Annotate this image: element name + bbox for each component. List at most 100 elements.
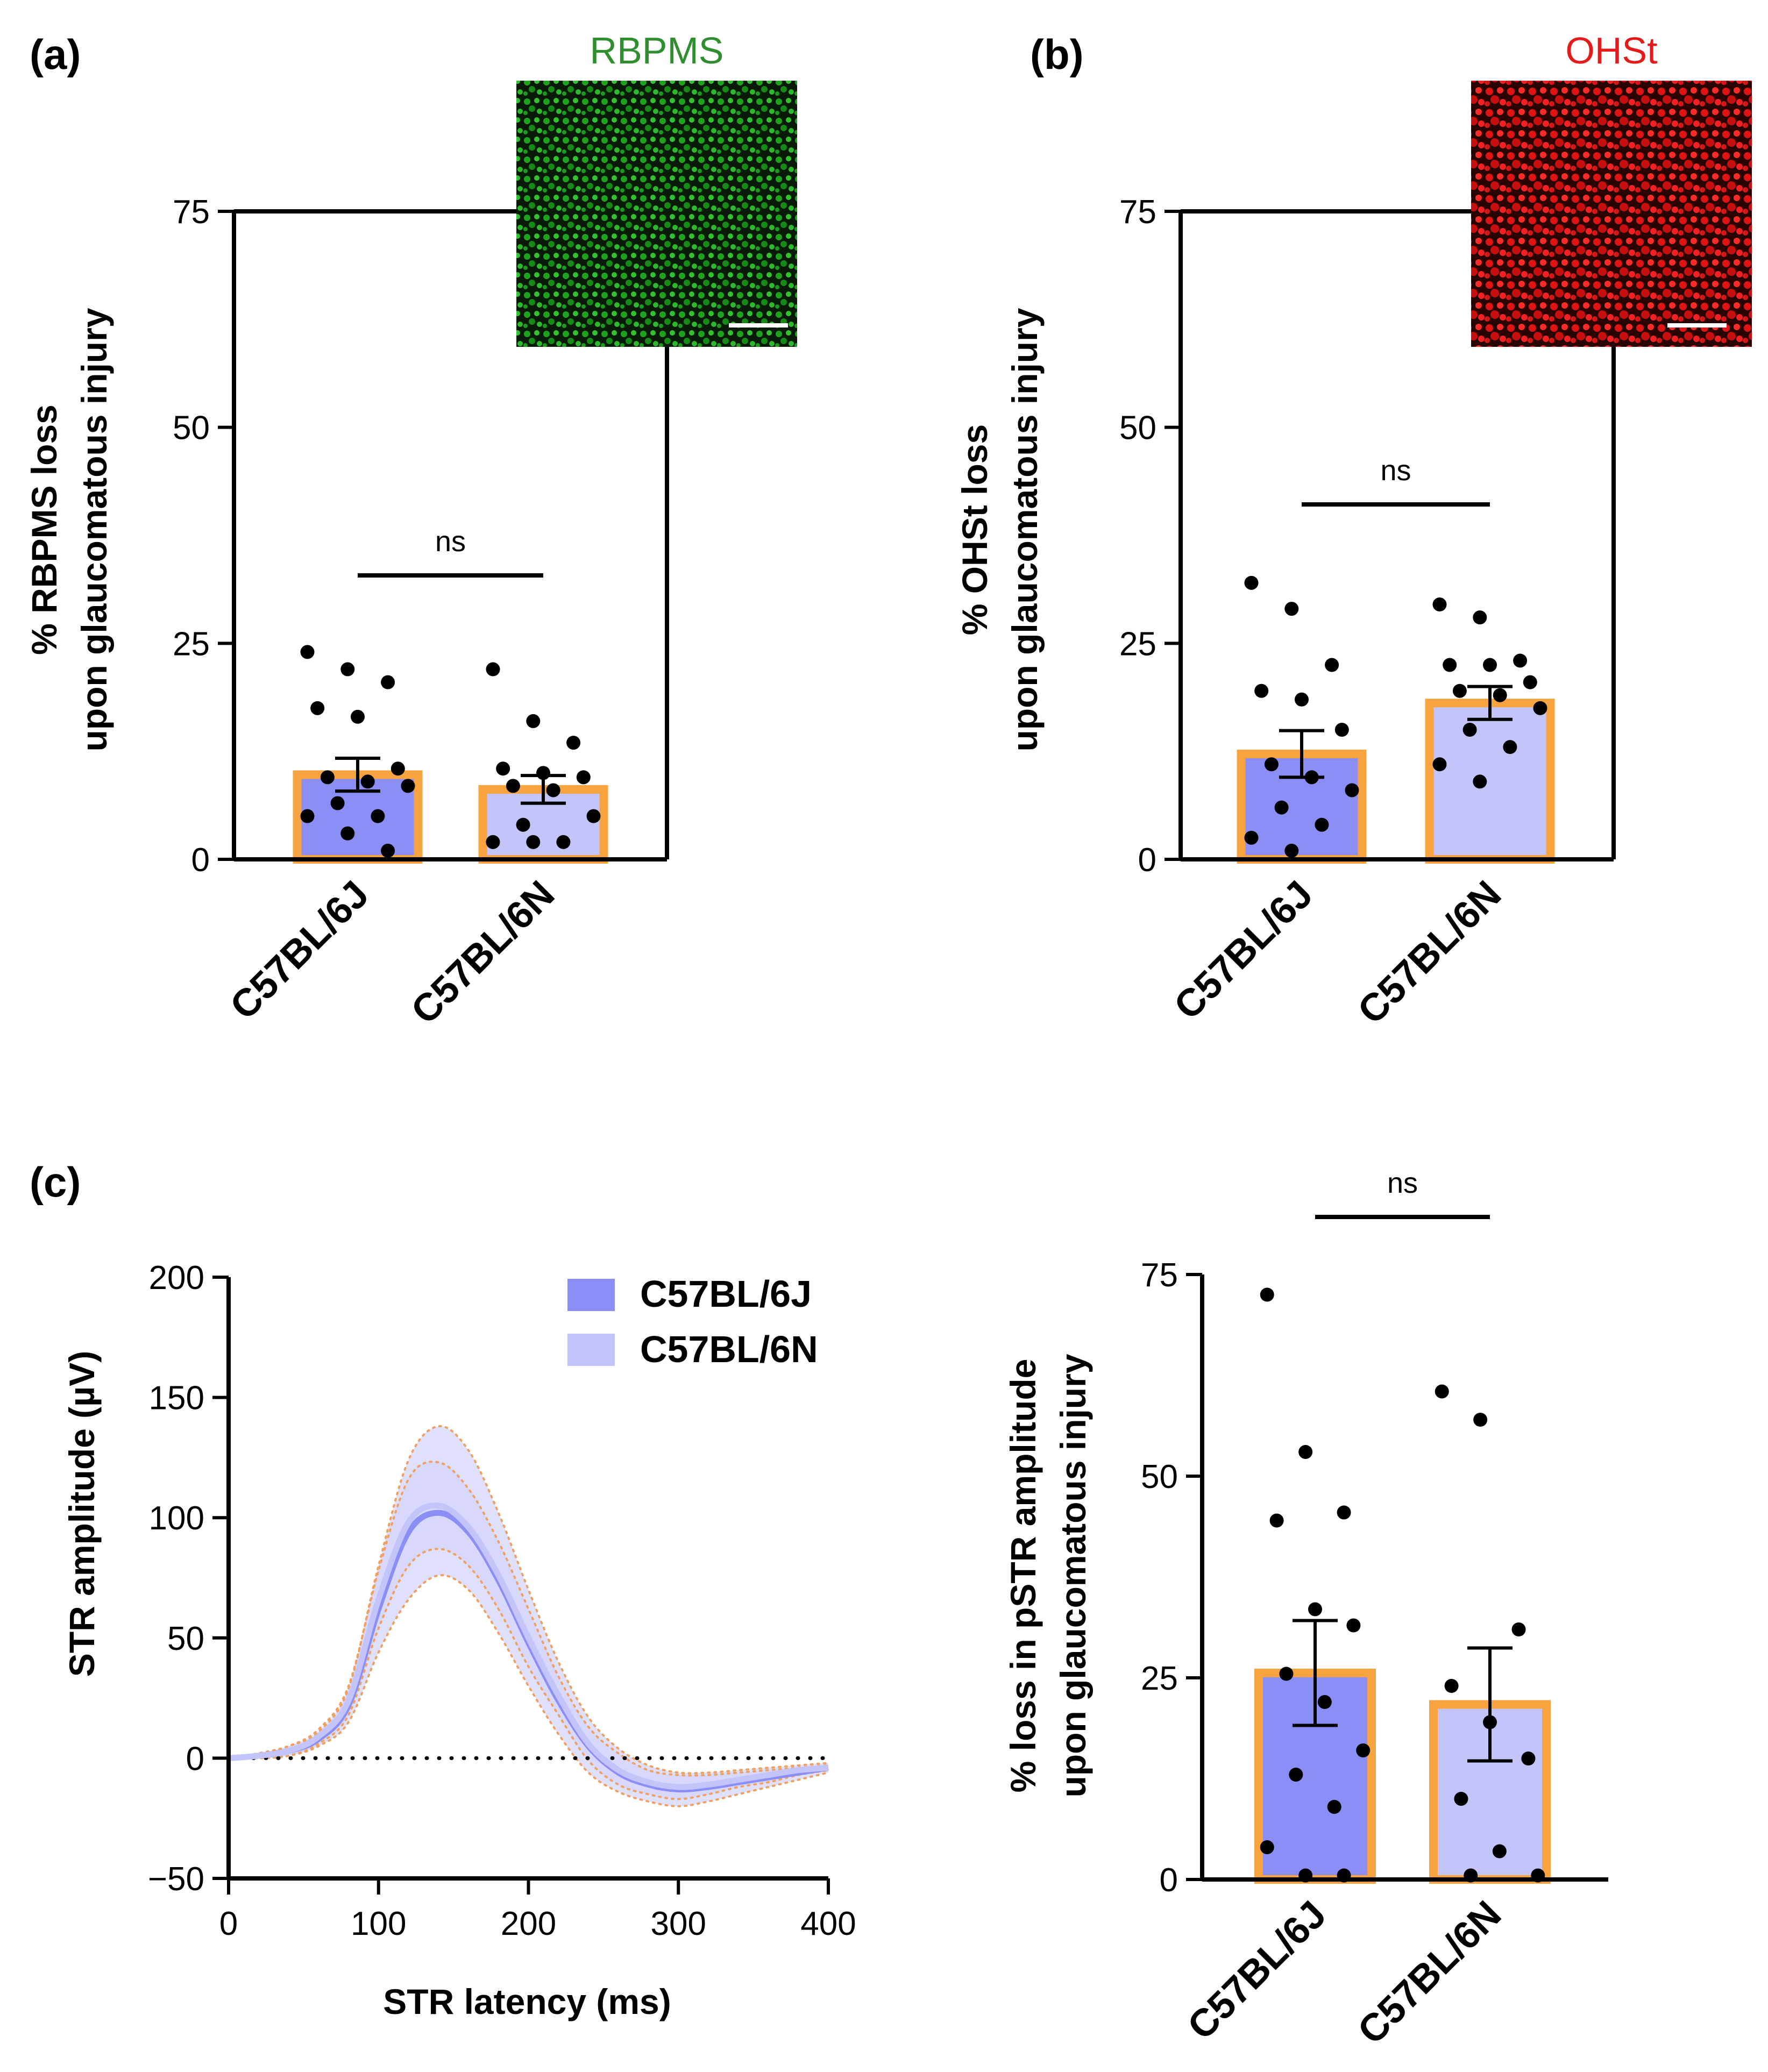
- panel-a-point-c57bl6n: [506, 779, 520, 793]
- panel-a-point-c57bl6j: [351, 709, 365, 724]
- panel-c-line-ytick-label: 50: [167, 1620, 204, 1657]
- panel-a-inset-label: RBPMS: [590, 30, 724, 72]
- panel-a-point-c57bl6n: [546, 783, 560, 798]
- panel-c-bar-point-c57bl6n: [1454, 1792, 1468, 1806]
- panel-b-bar-chart: % OHSt loss upon glaucomatous injury 0 25…: [955, 30, 1752, 1033]
- panel-b-point-c57bl6n: [1533, 701, 1547, 715]
- ci-band-c57bl6j: [229, 1426, 828, 1806]
- panel-c-line-xlabel: STR latency (ms): [383, 1982, 671, 2021]
- panel-c-bar-point-c57bl6j: [1346, 1618, 1361, 1633]
- panel-b-point-c57bl6j: [1264, 757, 1279, 772]
- panel-a-ylabel-line2: upon glaucomatous injury: [74, 308, 114, 751]
- panel-b-point-c57bl6n: [1473, 610, 1487, 625]
- panel-a-significance-label: ns: [435, 525, 466, 558]
- panel-b-ytick-label: 25: [1119, 625, 1156, 663]
- panel-a-point-c57bl6j: [360, 774, 375, 789]
- panel-a-point-c57bl6j: [300, 645, 315, 659]
- panel-c-line-xtick-label: 0: [219, 1905, 238, 1942]
- panel-c-bar-point-c57bl6j: [1260, 1840, 1274, 1854]
- panel-a-ytick-label: 75: [173, 194, 210, 231]
- panel-b-significance-label: ns: [1380, 454, 1411, 487]
- panel-c-bar-point-c57bl6j: [1269, 1513, 1284, 1528]
- legend-label-c57bl6n: C57BL/6N: [640, 1328, 818, 1370]
- panel-a-point-c57bl6n: [496, 761, 510, 776]
- panel-b-bar-c57bl6n: [1425, 699, 1555, 864]
- panel-b-point-c57bl6n: [1483, 658, 1497, 672]
- legend-label-c57bl6j: C57BL/6J: [640, 1273, 812, 1315]
- panel-b-point-c57bl6n: [1503, 740, 1517, 754]
- panel-c-bar-point-c57bl6j: [1289, 1768, 1303, 1782]
- panel-b-point-c57bl6j: [1274, 800, 1289, 815]
- panel-b-ylabel-line1: % OHSt loss: [955, 424, 995, 635]
- panel-label-b: (b): [1030, 31, 1084, 78]
- panel-b-point-c57bl6n: [1473, 774, 1487, 789]
- panel-c-line-ytick-label: 100: [149, 1500, 204, 1537]
- panel-b-point-c57bl6j: [1244, 830, 1259, 845]
- panel-b-point-c57bl6n: [1513, 653, 1528, 668]
- panel-a-errorbar-c57bl6n: [521, 774, 566, 805]
- panel-a-point-c57bl6j: [390, 761, 405, 776]
- panel-a-point-c57bl6n: [556, 835, 571, 849]
- panel-a-point-c57bl6j: [300, 809, 315, 823]
- panel-b-point-c57bl6j: [1244, 575, 1259, 590]
- panel-c-bar-ytick-label: 0: [1160, 1862, 1178, 1899]
- panel-b-errorbar-c57bl6j: [1279, 729, 1324, 779]
- panel-a-inset-image: [516, 81, 797, 347]
- panel-a-point-c57bl6n: [486, 835, 500, 849]
- panel-c-bar-ytick-label: 25: [1141, 1660, 1178, 1697]
- panel-c-bar-point-c57bl6j: [1279, 1667, 1294, 1681]
- panel-c-bar-errorbar-c57bl6j: [1293, 1619, 1338, 1727]
- legend-swatch-c57bl6n: [567, 1334, 615, 1366]
- panel-label-a: (a): [30, 31, 81, 78]
- panel-a-point-c57bl6j: [330, 796, 345, 810]
- panel-b-point-c57bl6n: [1462, 723, 1477, 737]
- panel-a-point-c57bl6j: [401, 779, 415, 793]
- ci-lower-c57bl6n: [228, 1548, 829, 1800]
- ci-upper-c57bl6j: [228, 1425, 829, 1775]
- panel-b-point-c57bl6j: [1295, 692, 1309, 707]
- panel-a-point-c57bl6j: [381, 843, 395, 858]
- panel-c-bar-xtick-label-c57bl6n: C57BL/6N: [1350, 1893, 1509, 2053]
- panel-a-point-c57bl6j: [320, 770, 335, 785]
- panel-a-point-c57bl6n: [526, 835, 541, 849]
- panel-b-point-c57bl6n: [1493, 688, 1507, 702]
- panel-c-bar-point-c57bl6n: [1473, 1413, 1488, 1427]
- panel-b-ytick-label: 75: [1119, 194, 1156, 231]
- panel-c-bar-chart: % loss in pSTR amplitude upon glaucomato…: [1003, 1167, 1608, 2053]
- legend: C57BL/6J C57BL/6N: [567, 1273, 818, 1370]
- panel-c-line-ytick-label: 0: [186, 1740, 204, 1777]
- panel-c-bar-ytick-label: 50: [1141, 1458, 1178, 1496]
- ci-lower-c57bl6j: [228, 1574, 829, 1807]
- panel-c-bar-point-c57bl6n: [1521, 1751, 1536, 1765]
- panel-a-point-c57bl6n: [586, 809, 601, 823]
- panel-a-point-c57bl6n: [486, 662, 500, 677]
- panel-c-line-ytick-label: −50: [148, 1861, 204, 1898]
- panel-b-ytick-label: 0: [1138, 842, 1156, 879]
- panel-a-ylabel-line1: % RBPMS loss: [24, 404, 64, 655]
- ci-band-c57bl6n: [229, 1462, 828, 1799]
- panel-a-point-c57bl6n: [566, 736, 581, 750]
- panel-a-point-c57bl6j: [310, 701, 325, 715]
- series-line-c57bl6n: [228, 1503, 829, 1790]
- panel-c-bar-point-c57bl6j: [1298, 1445, 1313, 1459]
- panel-a-xtick-label-c57bl6n: C57BL/6N: [403, 873, 563, 1033]
- panel-c-bar-point-c57bl6j: [1308, 1602, 1322, 1617]
- panel-c-line-ytick-label: 150: [149, 1380, 204, 1417]
- panel-b-point-c57bl6j: [1284, 843, 1299, 858]
- panel-b-point-c57bl6n: [1443, 658, 1457, 672]
- panel-c-line-xtick-label: 100: [351, 1905, 406, 1942]
- panel-c-bar-point-c57bl6j: [1356, 1743, 1371, 1757]
- panel-c-bar-point-c57bl6j: [1327, 1800, 1341, 1814]
- panel-c-line-xtick-label: 300: [651, 1905, 706, 1942]
- panel-c-bar-point-c57bl6n: [1511, 1622, 1526, 1636]
- panel-a-ytick-label: 25: [173, 625, 210, 663]
- panel-c-line-xtick-label: 200: [501, 1905, 556, 1942]
- panel-a-xtick-label-c57bl6j: C57BL/6J: [222, 873, 378, 1028]
- panel-c-bar-point-c57bl6j: [1317, 1695, 1332, 1709]
- panel-c-line-xtick-label: 400: [800, 1905, 856, 1942]
- panel-a-errorbar-c57bl6j: [335, 757, 380, 793]
- panel-b-point-c57bl6j: [1254, 683, 1269, 698]
- panel-c-bar-point-c57bl6n: [1492, 1844, 1507, 1859]
- panel-c-bar-ytick-label: 75: [1141, 1257, 1178, 1294]
- panel-c-bar-xtick-label-c57bl6j: C57BL/6J: [1180, 1893, 1335, 2048]
